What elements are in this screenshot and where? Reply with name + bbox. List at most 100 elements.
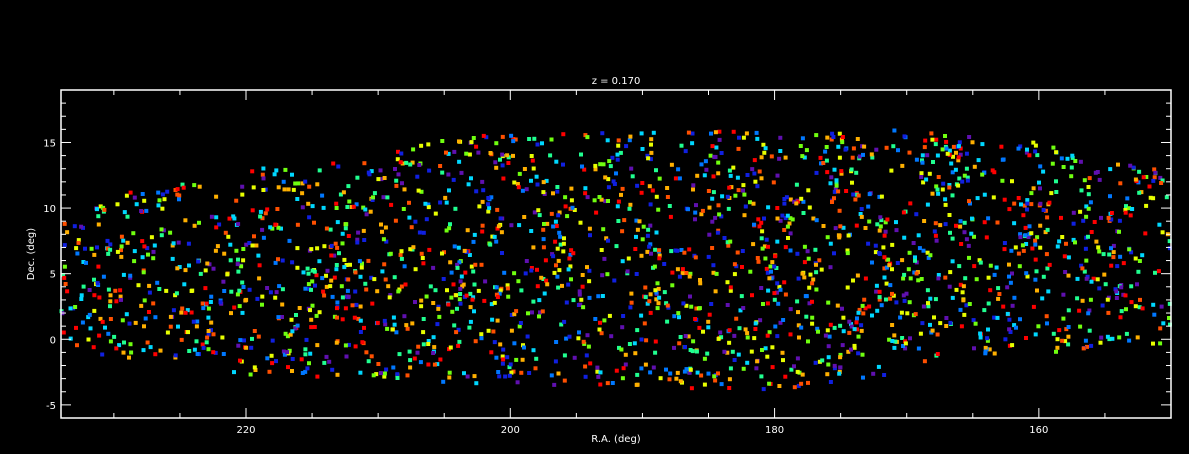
data-point	[759, 220, 764, 225]
data-point	[91, 345, 96, 350]
data-point	[758, 318, 763, 323]
data-point	[1088, 200, 1093, 205]
data-point	[628, 202, 633, 207]
data-point	[861, 375, 865, 380]
data-point	[236, 269, 241, 274]
data-point	[999, 144, 1004, 149]
data-point	[654, 290, 659, 295]
data-point	[332, 314, 337, 319]
data-point	[514, 309, 519, 314]
data-point	[602, 318, 607, 323]
data-point	[553, 359, 558, 364]
data-point	[151, 256, 156, 261]
data-point	[1116, 162, 1120, 167]
data-point	[943, 134, 947, 138]
data-point	[522, 167, 527, 171]
data-point	[1075, 276, 1080, 281]
data-point	[409, 225, 414, 230]
data-point	[620, 376, 625, 381]
data-point	[962, 220, 967, 225]
data-point	[859, 328, 864, 333]
data-point	[410, 247, 415, 252]
x-tick-label: 180	[765, 425, 784, 436]
data-point	[215, 244, 220, 249]
data-point	[730, 349, 735, 354]
data-point	[676, 167, 681, 172]
data-point	[765, 333, 770, 338]
data-point	[205, 261, 210, 266]
data-point	[143, 316, 148, 321]
data-point	[604, 236, 609, 241]
data-point	[1125, 196, 1130, 201]
data-point	[950, 236, 955, 241]
data-point	[639, 313, 644, 318]
data-point	[948, 270, 953, 275]
data-point	[250, 208, 255, 213]
data-point	[751, 201, 756, 206]
data-point	[616, 199, 621, 204]
data-point	[549, 211, 554, 216]
data-point	[585, 195, 590, 200]
data-point	[743, 327, 748, 332]
data-point	[1054, 150, 1059, 155]
data-point	[114, 346, 119, 351]
data-point	[461, 282, 466, 287]
data-point	[128, 342, 133, 347]
data-point	[792, 364, 796, 369]
data-point	[667, 204, 672, 208]
data-point	[1102, 272, 1107, 277]
data-point	[440, 139, 445, 143]
data-point	[657, 176, 662, 181]
data-point	[207, 262, 212, 267]
data-point	[563, 204, 568, 209]
data-point	[934, 238, 939, 243]
data-point	[1097, 249, 1102, 254]
data-point	[554, 224, 559, 228]
data-point	[927, 171, 932, 176]
data-point	[368, 209, 373, 214]
data-point	[1037, 180, 1041, 185]
data-point	[785, 224, 790, 229]
data-point	[351, 204, 356, 209]
data-point	[173, 355, 178, 360]
data-point	[706, 319, 711, 324]
data-point	[80, 320, 85, 325]
data-point	[956, 155, 961, 160]
data-point	[536, 208, 541, 213]
data-point	[228, 258, 233, 263]
data-point	[817, 359, 822, 364]
data-point	[841, 225, 846, 230]
data-point	[274, 290, 279, 295]
data-point	[668, 371, 673, 376]
data-point	[785, 213, 790, 218]
data-point	[551, 191, 555, 196]
data-point	[737, 326, 742, 331]
data-point	[206, 332, 211, 337]
data-point	[466, 182, 471, 187]
data-point	[885, 217, 890, 222]
data-point	[921, 248, 926, 253]
data-point	[468, 291, 473, 296]
data-point	[1040, 296, 1045, 301]
data-point	[372, 277, 377, 282]
data-point	[736, 352, 741, 357]
data-point	[481, 188, 486, 193]
data-point	[982, 308, 987, 313]
data-point	[108, 317, 113, 321]
data-point	[500, 361, 505, 366]
data-point	[810, 321, 815, 326]
data-point	[928, 253, 933, 258]
data-point	[260, 302, 264, 307]
data-point	[477, 204, 482, 209]
data-point	[782, 280, 787, 285]
data-point	[649, 150, 654, 155]
data-point	[877, 228, 882, 233]
data-point	[826, 362, 831, 367]
data-point	[751, 242, 756, 247]
data-point	[722, 236, 727, 240]
data-point	[223, 230, 228, 235]
data-point	[407, 215, 412, 220]
data-point	[1107, 337, 1112, 342]
data-point	[268, 225, 273, 230]
data-point	[1147, 184, 1152, 189]
